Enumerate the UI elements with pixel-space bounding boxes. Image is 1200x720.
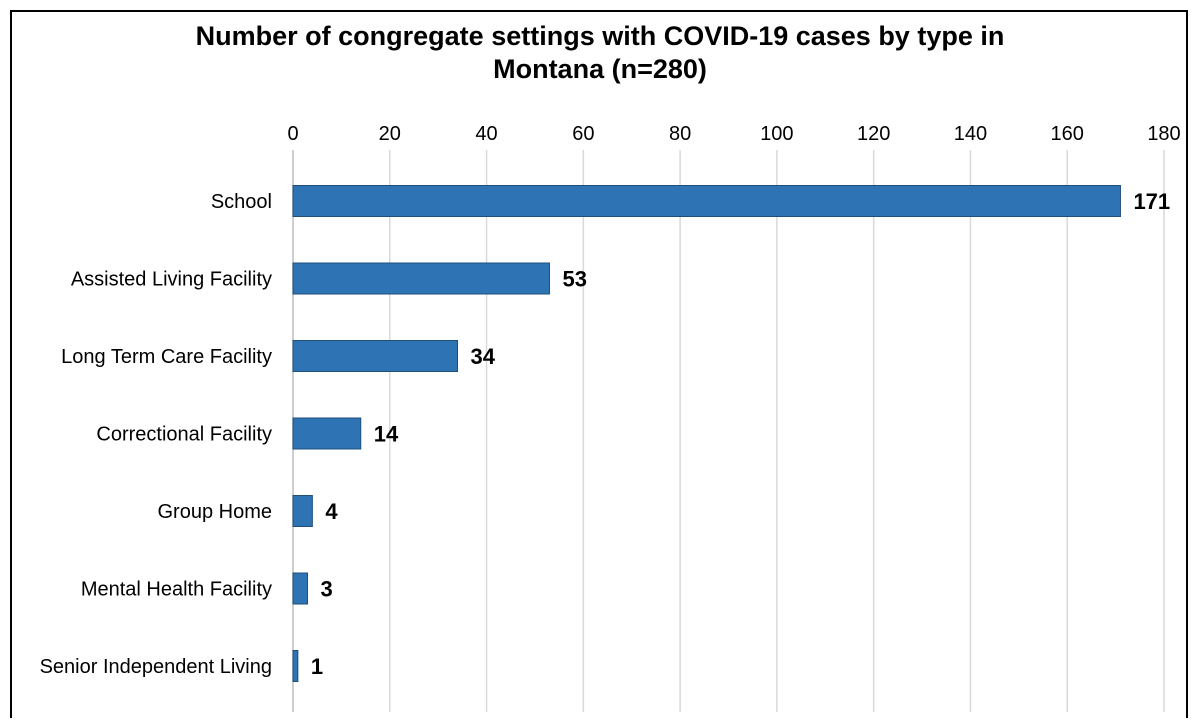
bar <box>292 340 459 372</box>
category-label: School <box>211 191 272 213</box>
x-tick-label: 140 <box>954 123 987 145</box>
category-labels: School Assisted Living Facility Long Term … <box>40 191 272 678</box>
data-label: 14 <box>374 422 399 447</box>
bar <box>292 262 550 295</box>
x-axis-ticks: 0 20 40 60 80 100 120 140 160 180 <box>287 123 1180 145</box>
data-label: 34 <box>471 344 496 369</box>
x-tick-label: 0 <box>287 123 298 145</box>
chart-title-line-1: Number of congregate settings with COVID… <box>195 21 1005 51</box>
bars <box>292 185 1121 682</box>
bar <box>292 572 309 605</box>
category-label: Correctional Facility <box>96 424 272 446</box>
category-label: Senior Independent Living <box>40 656 272 678</box>
chart-title-line-2: Montana (n=280) <box>493 54 707 84</box>
gridlines <box>292 150 1165 712</box>
data-labels: 171 53 34 14 4 3 1 <box>311 189 1170 679</box>
data-label: 171 <box>1133 189 1170 214</box>
bar <box>292 650 299 682</box>
bar <box>292 185 1121 217</box>
x-tick-label: 80 <box>669 123 691 145</box>
x-tick-label: 100 <box>760 123 793 145</box>
x-tick-label: 160 <box>1051 123 1084 145</box>
x-tick-label: 180 <box>1147 123 1180 145</box>
x-tick-label: 40 <box>475 123 497 145</box>
x-tick-label: 60 <box>572 123 594 145</box>
data-label: 1 <box>311 654 323 679</box>
bar <box>292 495 313 527</box>
category-label: Long Term Care Facility <box>61 346 272 368</box>
x-tick-label: 120 <box>857 123 890 145</box>
category-label: Assisted Living Facility <box>71 269 272 291</box>
bar <box>292 417 362 450</box>
data-label: 53 <box>562 267 586 292</box>
category-label: Group Home <box>158 501 273 523</box>
x-tick-label: 20 <box>379 123 401 145</box>
chart-title: Number of congregate settings with COVID… <box>0 20 1200 86</box>
data-label: 4 <box>325 499 338 524</box>
category-label: Mental Health Facility <box>81 579 272 601</box>
chart-frame <box>10 10 1188 718</box>
data-label: 3 <box>321 577 333 602</box>
